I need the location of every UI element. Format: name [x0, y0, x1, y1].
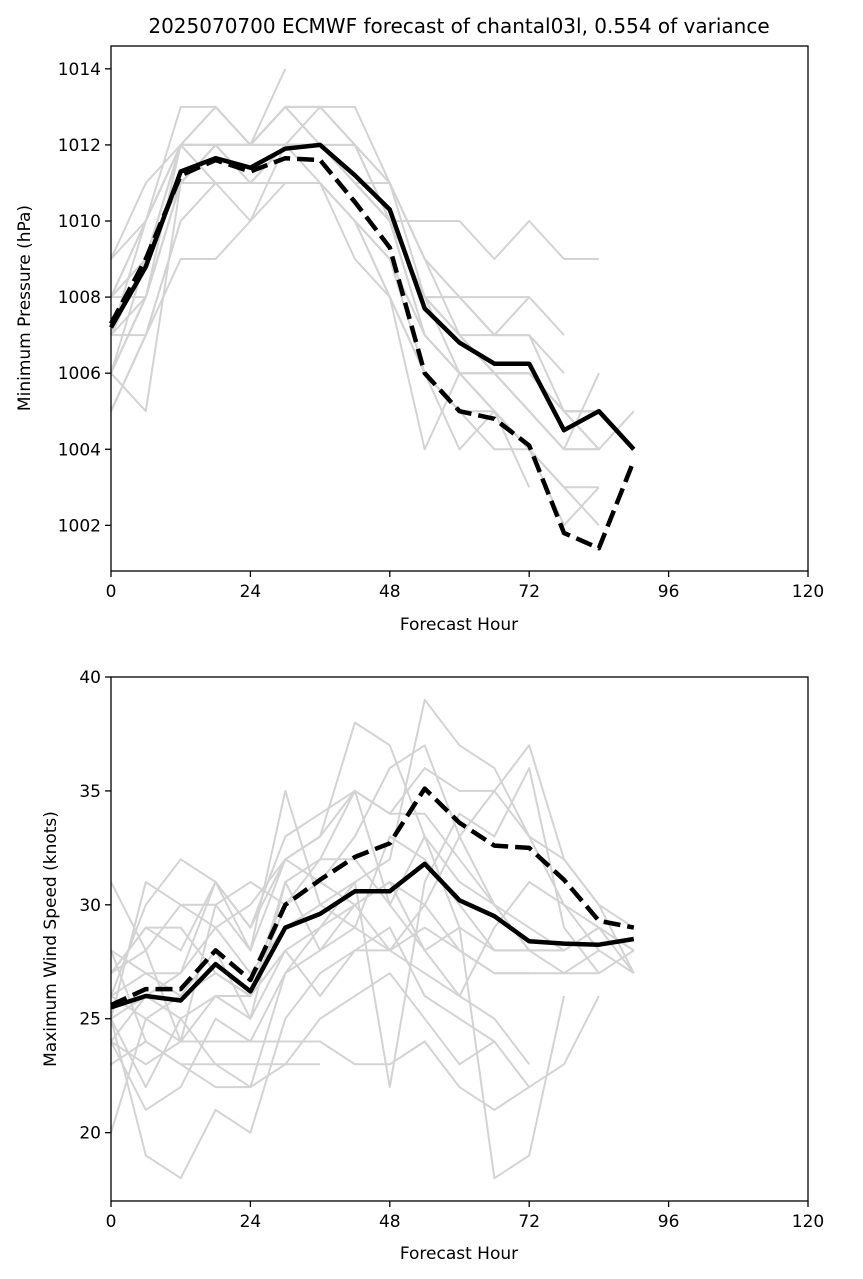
wind-y-tick-label: 20 — [79, 1124, 101, 1144]
ensemble-member-line — [110, 721, 564, 997]
wind-y-tick-label: 40 — [79, 668, 101, 688]
wind-y-tick-label: 25 — [79, 1010, 101, 1030]
pressure-y-tick-label: 1004 — [58, 440, 101, 460]
wind-x-tick-label: 96 — [658, 1212, 680, 1232]
wind-x-tick-label: 72 — [518, 1212, 540, 1232]
ensemble-member-line — [110, 881, 530, 1066]
ensemble-member-line — [110, 105, 565, 374]
wind-x-tick-label: 0 — [106, 1212, 117, 1232]
pressure-x-tick-label: 72 — [518, 582, 540, 602]
wind-y-tick-label: 30 — [79, 896, 101, 916]
wind-solid-mean-line — [110, 861, 635, 1010]
pressure-y-tick-label: 1012 — [58, 136, 101, 156]
ensemble-member-line — [110, 858, 565, 1180]
wind-x-tick-label: 24 — [240, 1212, 262, 1232]
pressure-y-tick-label: 1006 — [58, 364, 101, 384]
ensemble-member-line — [110, 143, 599, 451]
pressure-xlabel: Forecast Hour — [400, 615, 518, 635]
pressure-x-tick-label: 48 — [379, 582, 401, 602]
ensemble-member-line — [110, 744, 635, 1019]
pressure-panel: 0 24 48 72 96 120 1002 1004 1006 1008 1010 1012 1014 — [58, 45, 824, 602]
wind-axes-frame — [110, 676, 809, 1202]
ensemble-member-line — [110, 926, 635, 997]
pressure-x-tick-label: 0 — [106, 582, 117, 602]
pressure-dashed-mean-line — [109, 155, 636, 551]
ensemble-member-line — [110, 1040, 321, 1066]
pressure-y-tick-label: 1008 — [58, 288, 101, 308]
wind-ensemble — [110, 698, 635, 1180]
pressure-x-tick-label: 24 — [240, 582, 262, 602]
wind-x-tick-label: 48 — [379, 1212, 401, 1232]
pressure-y-tick-label: 1002 — [58, 516, 101, 536]
pressure-solid-mean-line — [109, 142, 636, 451]
figure-title: 2025070700 ECMWF forecast of chantal03l,… — [148, 14, 769, 38]
pressure-y-tick-label: 1010 — [58, 212, 101, 232]
wind-dashed-mean-line — [110, 786, 635, 1008]
pressure-ylabel: Minimum Pressure (hPa) — [15, 205, 35, 411]
wind-x-tick-label: 120 — [792, 1212, 824, 1232]
pressure-axes-frame — [110, 45, 809, 572]
wind-ylabel: Maximum Wind Speed (knots) — [41, 811, 61, 1067]
pressure-x-tick-label: 96 — [658, 582, 680, 602]
wind-xlabel: Forecast Hour — [400, 1244, 518, 1264]
ensemble-member-line — [110, 767, 600, 1089]
pressure-y-tick-label: 1014 — [58, 60, 101, 80]
pressure-x-tick-label: 120 — [792, 582, 824, 602]
wind-y-tick-label: 35 — [79, 782, 101, 802]
wind-panel: 0 24 48 72 96 120 20 25 30 35 40 — [79, 668, 824, 1232]
